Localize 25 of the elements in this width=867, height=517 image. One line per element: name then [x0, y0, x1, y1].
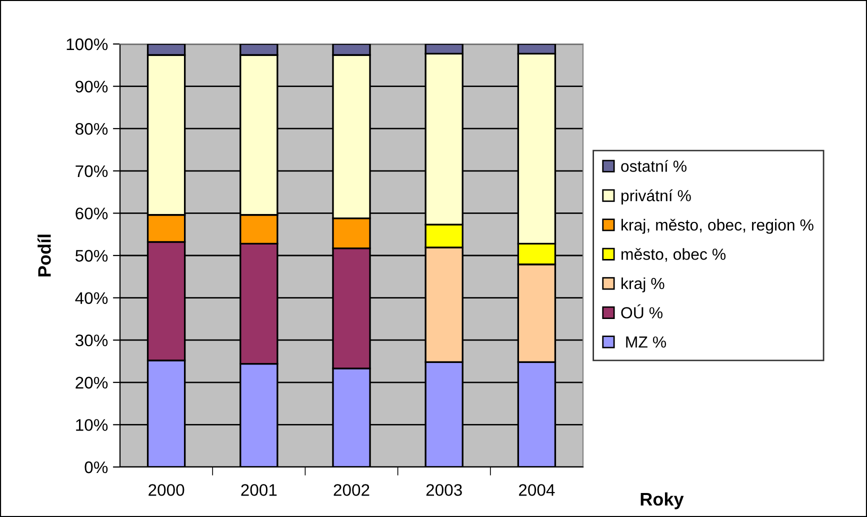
- x-tick-label: 2004: [519, 484, 555, 496]
- y-tick-label: 30%: [75, 334, 108, 346]
- x-tick-label: 2002: [334, 484, 370, 496]
- y-tick-label: 40%: [75, 292, 108, 304]
- y-axis-title: Podíl: [37, 234, 51, 276]
- legend-label: MZ %: [626, 336, 666, 348]
- legend-label: ostatní %: [621, 160, 686, 172]
- legend-label: privátní %: [621, 189, 691, 204]
- x-tick-label: 2000: [148, 484, 184, 496]
- x-tick-label: 2003: [426, 484, 462, 496]
- y-tick-label: 60%: [76, 208, 108, 220]
- y-tick-label: 0%: [84, 461, 108, 474]
- legend-label: město, obec %: [622, 248, 726, 262]
- legend-label: kraj, město, obec, region %: [622, 218, 814, 234]
- x-tick-label: 2001: [241, 484, 277, 496]
- y-tick-label: 70%: [76, 165, 108, 178]
- legend-label: OÚ %: [621, 304, 662, 318]
- y-tick-label: 80%: [76, 123, 108, 135]
- y-tick-label: 50%: [76, 250, 108, 262]
- legend-label: kraj %: [622, 277, 664, 292]
- y-tick-label: 20%: [76, 376, 108, 389]
- x-axis-title: Roky: [640, 492, 684, 510]
- y-tick-label: 90%: [76, 80, 108, 93]
- y-tick-label: 100%: [66, 38, 108, 50]
- y-tick-label: 10%: [76, 419, 108, 431]
